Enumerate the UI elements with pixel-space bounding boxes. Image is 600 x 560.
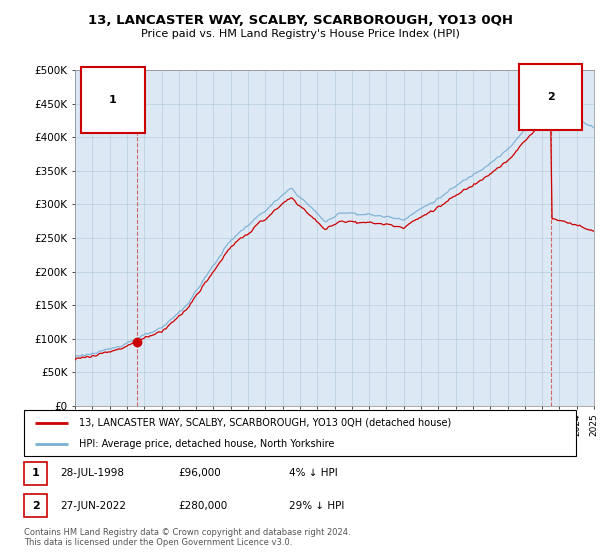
Text: 28-JUL-1998: 28-JUL-1998 [60,468,124,478]
Text: Contains HM Land Registry data © Crown copyright and database right 2024.
This d: Contains HM Land Registry data © Crown c… [24,528,350,547]
Text: £96,000: £96,000 [179,468,221,478]
FancyBboxPatch shape [24,410,576,456]
Text: 2: 2 [32,501,40,511]
Text: 27-JUN-2022: 27-JUN-2022 [60,501,126,511]
Bar [24,494,47,517]
Text: 13, LANCASTER WAY, SCALBY, SCARBOROUGH, YO13 0QH (detached house): 13, LANCASTER WAY, SCALBY, SCARBOROUGH, … [79,418,451,428]
Text: 4% ↓ HPI: 4% ↓ HPI [289,468,338,478]
Text: 2: 2 [547,92,554,102]
Bar [24,462,47,485]
Text: 1: 1 [32,468,40,478]
Text: 29% ↓ HPI: 29% ↓ HPI [289,501,344,511]
Text: 13, LANCASTER WAY, SCALBY, SCARBOROUGH, YO13 0QH: 13, LANCASTER WAY, SCALBY, SCARBOROUGH, … [88,14,512,27]
Text: £280,000: £280,000 [179,501,228,511]
Text: 1: 1 [109,95,117,105]
Text: Price paid vs. HM Land Registry's House Price Index (HPI): Price paid vs. HM Land Registry's House … [140,29,460,39]
Text: HPI: Average price, detached house, North Yorkshire: HPI: Average price, detached house, Nort… [79,439,335,449]
